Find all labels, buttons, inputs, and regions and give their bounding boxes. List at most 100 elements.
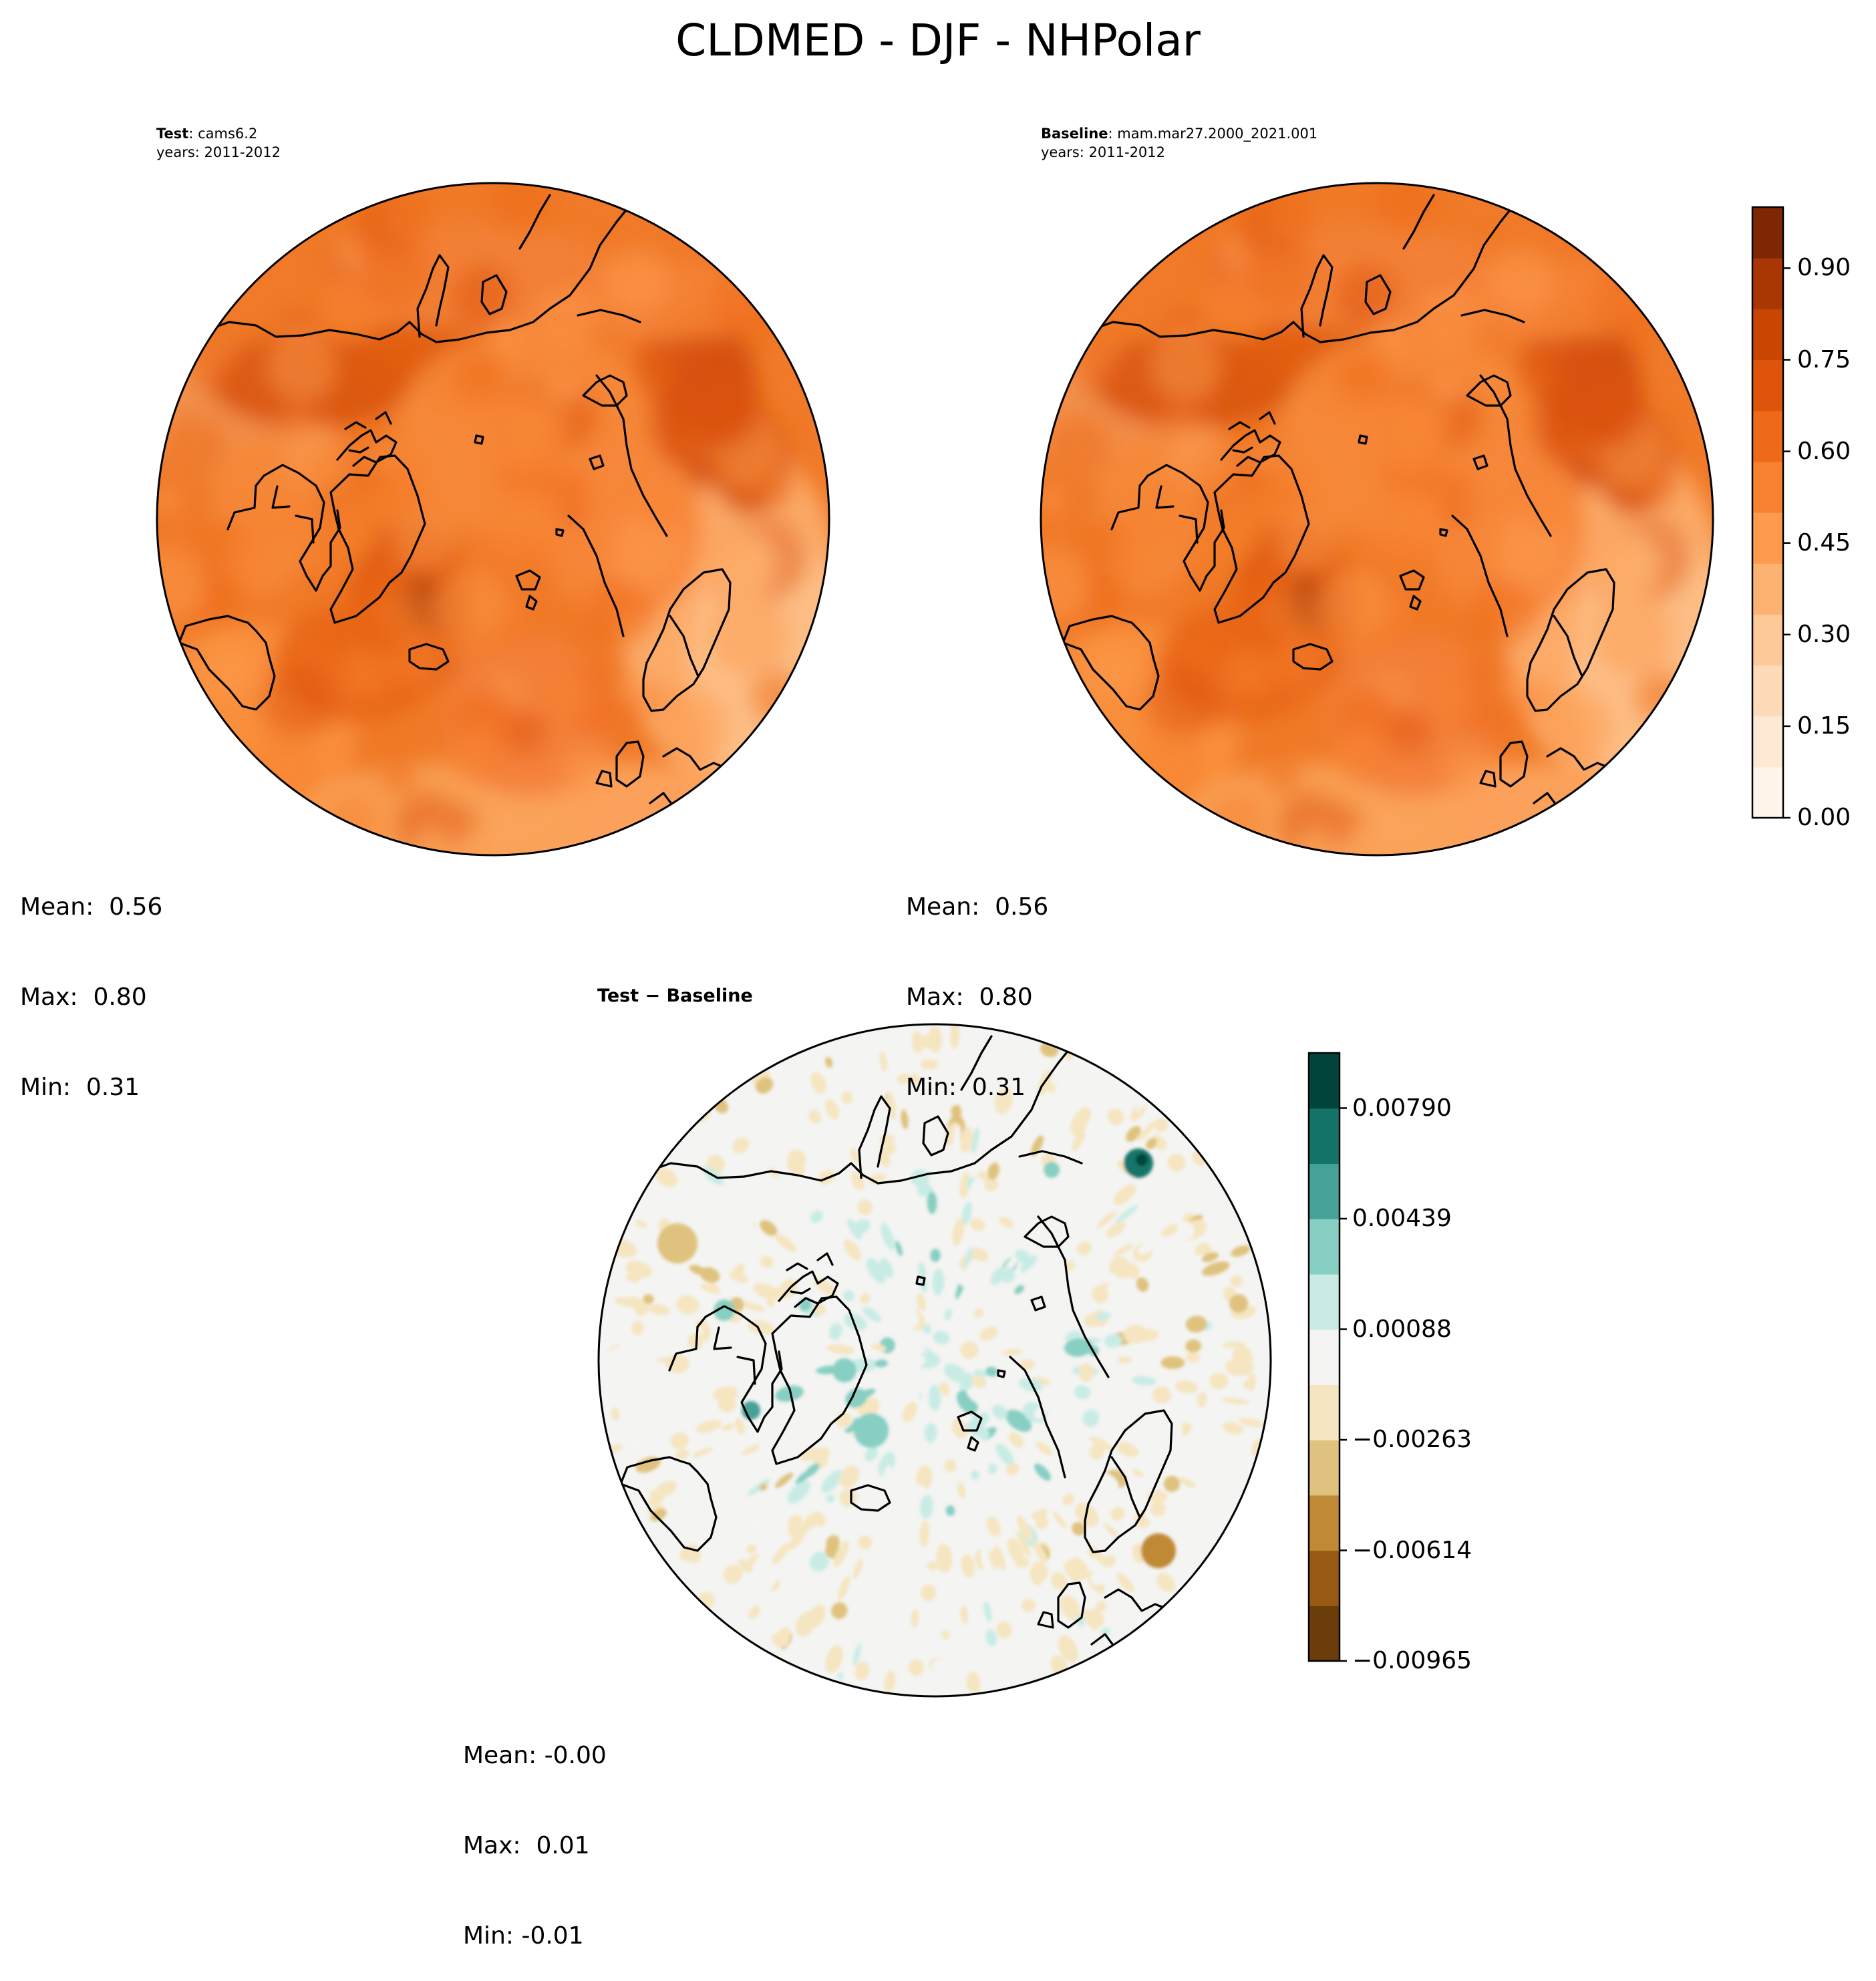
diff-colorbar-swatch-9 [1309,1108,1340,1165]
main-colorbar-swatch-8 [1752,359,1783,412]
coastline-russia_top [651,1035,1165,1185]
diff-mean: Mean: -0.00 [463,1742,607,1769]
coastline-scandinavia [1084,1409,1173,1553]
diff-colorbar-swatch-3 [1309,1440,1340,1496]
coastline-canada [1110,464,1225,592]
coastline-iceland [850,1484,891,1512]
diff-colorbar-swatch-2 [1309,1495,1340,1551]
diff-colorbar-swatch-7 [1309,1219,1340,1275]
coastline-alaska [1062,615,1160,711]
coastline-small [915,1275,1046,1378]
coastline-archipelago [778,1252,839,1308]
main-colorbar-swatch-9 [1752,309,1783,361]
coastline-archipelago [336,411,398,467]
coastline-russia_top [209,194,724,343]
test-mean: Mean: 0.56 [20,893,163,921]
coastline-europe [1479,735,1699,845]
main-colorbar-tick-label: 0.90 [1797,254,1851,282]
main-colorbar-tick-label: 0.00 [1797,804,1851,831]
coastline-canada [668,1305,783,1433]
diff-colorbar-swatch-0 [1309,1606,1340,1662]
main-colorbar-tick-label: 0.60 [1797,437,1851,465]
coastline-novaya [1024,1215,1070,1248]
main-colorbar-swatch-4 [1752,563,1783,615]
coastline-iceland [1292,643,1334,671]
coastlines [178,194,815,845]
main-colorbar-tick-label: 0.45 [1797,528,1851,557]
coastlines [619,1035,1257,1686]
test-map [156,182,830,857]
main-colorbar-tick-label: 0.30 [1797,620,1851,648]
figure-title: CLDMED - DJF - NHPolar [675,15,1201,66]
coastline-canada [226,464,341,592]
coastline-novaya [1466,374,1512,407]
test-label: Test [156,126,189,142]
diff-min: Min: -0.01 [463,1922,584,1950]
diff-panel-header: Test − Baseline [597,987,753,1006]
coastlines [1062,194,1699,845]
baseline-stats: Mean: 0.56 Max: 0.80 Min: 0.31 [906,832,1048,1132]
map-boundary [1040,182,1714,857]
diff-colorbar-tick-label: −0.00965 [1352,1647,1472,1674]
map-boundary [156,182,830,857]
coastline-russia_top [1093,194,1607,343]
baseline-years: years: 2011-2012 [1041,144,1166,160]
baseline-label: Baseline [1041,126,1108,142]
main-colorbar-swatch-1 [1752,716,1783,768]
main-colorbar-swatch-5 [1752,512,1783,564]
main-colorbar-tick-label: 0.75 [1797,345,1851,373]
diff-colorbar [1307,1052,1347,1662]
main-colorbar-tick-label: 0.15 [1797,712,1851,740]
coastline-iceland [408,643,450,671]
diff-colorbar-swatch-10 [1309,1053,1340,1109]
test-max: Max: 0.80 [20,983,147,1011]
coastline-svalbard [515,569,541,611]
test-min: Min: 0.31 [20,1074,140,1101]
diff-colorbar-tick-label: −0.00263 [1352,1426,1472,1453]
map-boundary [597,1023,1272,1698]
main-colorbar-swatch-0 [1752,766,1783,818]
diff-label: Test − Baseline [597,985,753,1006]
diff-colorbar-swatch-6 [1309,1273,1340,1330]
diff-colorbar-swatch-1 [1309,1550,1340,1606]
main-colorbar-swatch-10 [1752,258,1783,309]
coastline-siberia [858,1095,949,1179]
diff-colorbar-tick-label: −0.00614 [1352,1536,1472,1564]
diff-colorbar-tick-label: 0.00439 [1352,1205,1452,1232]
test-label-sep: : [188,126,198,142]
baseline-mean: Mean: 0.56 [906,893,1049,921]
main-colorbar [1751,206,1790,819]
coastline-eurasia_east [1009,1215,1110,1479]
diff-colorbar-tick-label: 0.00088 [1352,1315,1452,1343]
coastline-siberia [1300,254,1392,338]
coastline-siberia [416,254,508,338]
test-case-name: cams6.2 [198,126,258,142]
diff-max: Max: 0.01 [463,1832,590,1859]
baseline-max: Max: 0.80 [906,983,1033,1011]
baseline-case-name: mam.mar27.2000_2021.001 [1117,126,1318,142]
baseline-min: Min: 0.31 [906,1074,1026,1101]
main-colorbar-swatch-11 [1752,207,1783,259]
test-stats: Mean: 0.56 Max: 0.80 Min: 0.31 [20,832,162,1132]
main-colorbar-swatch-3 [1752,614,1783,666]
coastline-novaya [582,374,628,407]
baseline-label-sep: : [1108,126,1118,142]
test-panel-header: Test: cams6.2 years: 2011-2012 [156,124,281,162]
coastline-small [1358,434,1489,537]
main-colorbar-swatch-2 [1752,665,1783,717]
diff-stats: Mean: -0.00 Max: 0.01 Min: -0.01 [463,1680,607,1981]
diff-colorbar-swatch-4 [1309,1384,1340,1440]
coastline-eurasia_east [1451,374,1552,637]
main-colorbar-swatch-7 [1752,410,1783,462]
baseline-map [1040,182,1714,857]
diff-colorbar-swatch-8 [1309,1163,1340,1219]
coastline-scandinavia [1526,568,1615,712]
coastline-europe [595,735,815,845]
diff-colorbar-swatch-5 [1309,1329,1340,1385]
coastline-svalbard [957,1410,983,1452]
coastline-alaska [619,1456,718,1552]
coastline-svalbard [1399,569,1425,611]
coastline-archipelago [1220,411,1281,467]
coastline-scandinavia [642,568,732,712]
coastline-small [474,434,605,537]
